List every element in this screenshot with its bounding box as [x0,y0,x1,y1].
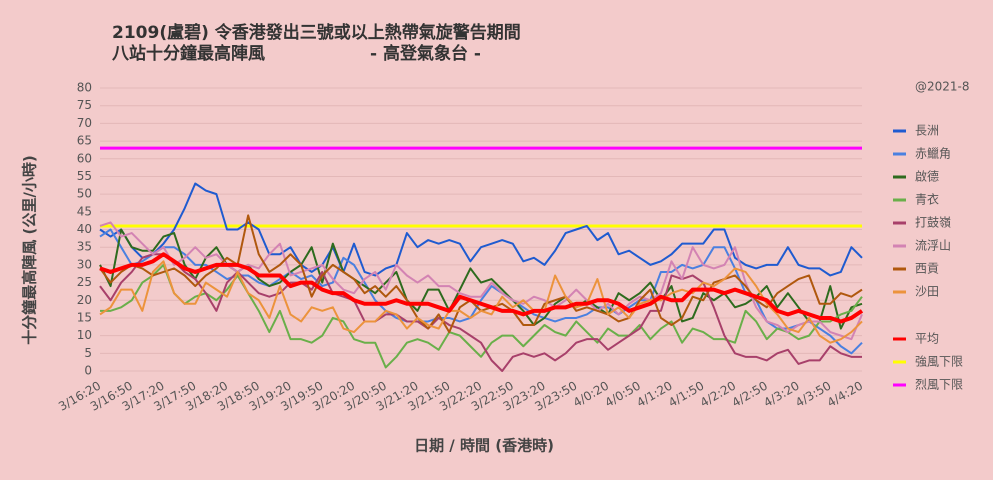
y-tick-label: 55 [77,169,92,183]
series-line [99,252,864,324]
y-tick-label: 40 [77,222,92,236]
y-tick-label: 70 [77,116,92,130]
legend-label: 強風下限 [915,355,963,369]
y-tick-label: 10 [77,328,92,342]
legend-label: 沙田 [915,285,939,299]
series-line [99,253,862,372]
series-line [100,263,863,369]
chart-title: 2109(盧碧) 令香港發出三號或以上熱帶氣旋警告期間 [112,22,521,43]
y-tick-label: 15 [77,310,92,324]
legend-label: 長洲 [915,124,939,138]
legend-label: 流浮山 [915,239,951,253]
series-line [99,260,863,344]
y-axis-title: 十分鐘最高陣風 (公里/小時) [21,155,39,344]
y-tick-label: 60 [77,151,92,165]
source: - 高登氣象台 - [370,43,481,64]
legend-label: 青衣 [915,192,939,207]
y-tick-label: 75 [77,98,92,112]
y-tick-label: 50 [77,187,92,201]
y-tick-label: 0 [84,364,92,378]
legend-label: 赤鱲角 [915,147,951,161]
legend-label: 啟德 [915,169,939,184]
legend-label: 西貢 [915,262,939,276]
y-tick-label: 80 [77,81,92,95]
watermark: @2021-8 [915,80,970,94]
y-tick-label: 25 [77,275,92,289]
y-tick-label: 5 [84,346,92,360]
y-tick-label: 45 [77,204,92,218]
y-tick-label: 35 [77,240,92,254]
chart-subtitle: 八站十分鐘最高陣風 [112,43,265,64]
x-axis-title: 日期 / 時間 (香港時) [414,437,554,455]
y-tick-label: 20 [77,293,92,307]
legend-label: 打鼓嶺 [915,216,951,230]
legend-label: 平均 [915,332,939,346]
legend-label: 烈風下限 [915,378,963,392]
y-tick-label: 30 [77,257,92,271]
series-line [99,182,863,277]
y-tick-label: 65 [77,134,92,148]
